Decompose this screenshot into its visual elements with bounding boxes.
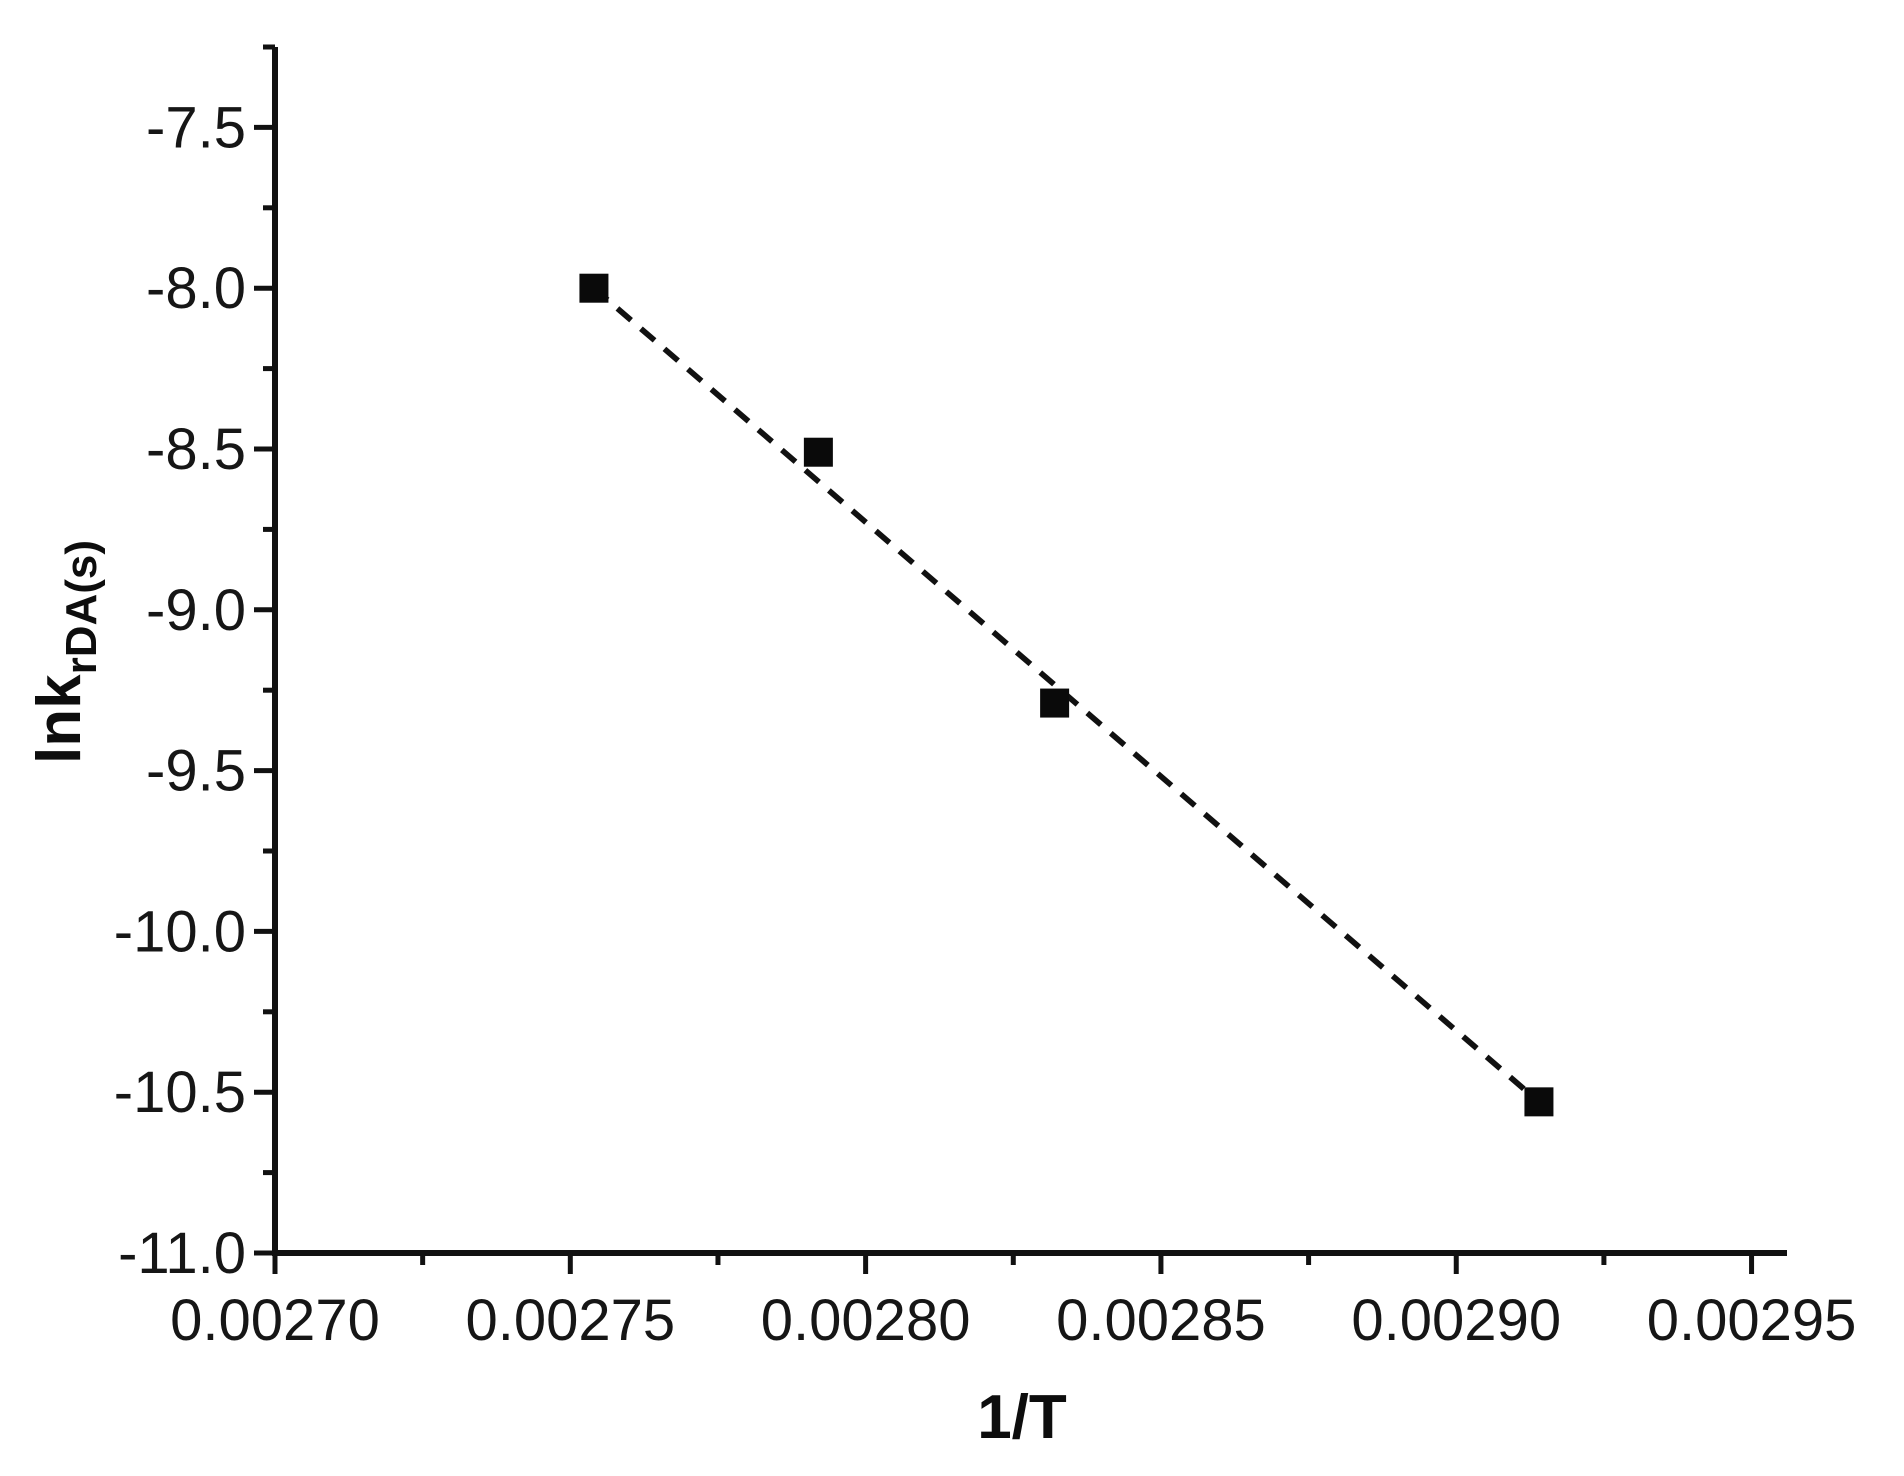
data-point-marker: [579, 273, 609, 303]
x-tick-label: 0.00270: [170, 1288, 380, 1353]
data-point-marker: [803, 437, 833, 467]
y-tick-label: -10.0: [114, 899, 246, 964]
y-tick-label: -9.5: [146, 739, 246, 804]
y-tick-label: -8.0: [146, 256, 246, 321]
y-tick-labels: -7.5 -8.0 -8.5 -9.0 -9.5 -10.0 -10.5 -11.0: [114, 95, 246, 1286]
data-point-marker: [1524, 1087, 1554, 1117]
x-axis-label: 1/T: [977, 1383, 1067, 1452]
y-tick-label: -7.5: [146, 95, 246, 160]
data-points: [579, 273, 1554, 1117]
x-tick-label: 0.00280: [761, 1288, 971, 1353]
x-tick-label: 0.00285: [1056, 1288, 1266, 1353]
y-axis-ticks: [254, 44, 275, 1256]
x-tick-label: 0.00275: [465, 1288, 675, 1353]
y-tick-label: -11.0: [118, 1221, 246, 1286]
x-tick-labels: 0.00270 0.00275 0.00280 0.00285 0.00290 0.002…: [170, 1288, 1856, 1353]
x-tick-label: 0.00290: [1351, 1288, 1561, 1353]
y-axis-label-subscript: rDA(s): [57, 540, 106, 674]
x-tick-label: 0.00295: [1647, 1288, 1857, 1353]
x-axis-ticks: [272, 1253, 1755, 1274]
axes: [272, 47, 1787, 1256]
y-tick-label: -8.5: [146, 417, 246, 482]
y-axis-label-base: lnk: [25, 674, 94, 764]
y-tick-label: -10.5: [114, 1060, 246, 1125]
y-axis-label: lnkrDA(s): [25, 540, 106, 764]
y-tick-label: -9.0: [146, 578, 246, 643]
data-point-marker: [1040, 688, 1070, 718]
